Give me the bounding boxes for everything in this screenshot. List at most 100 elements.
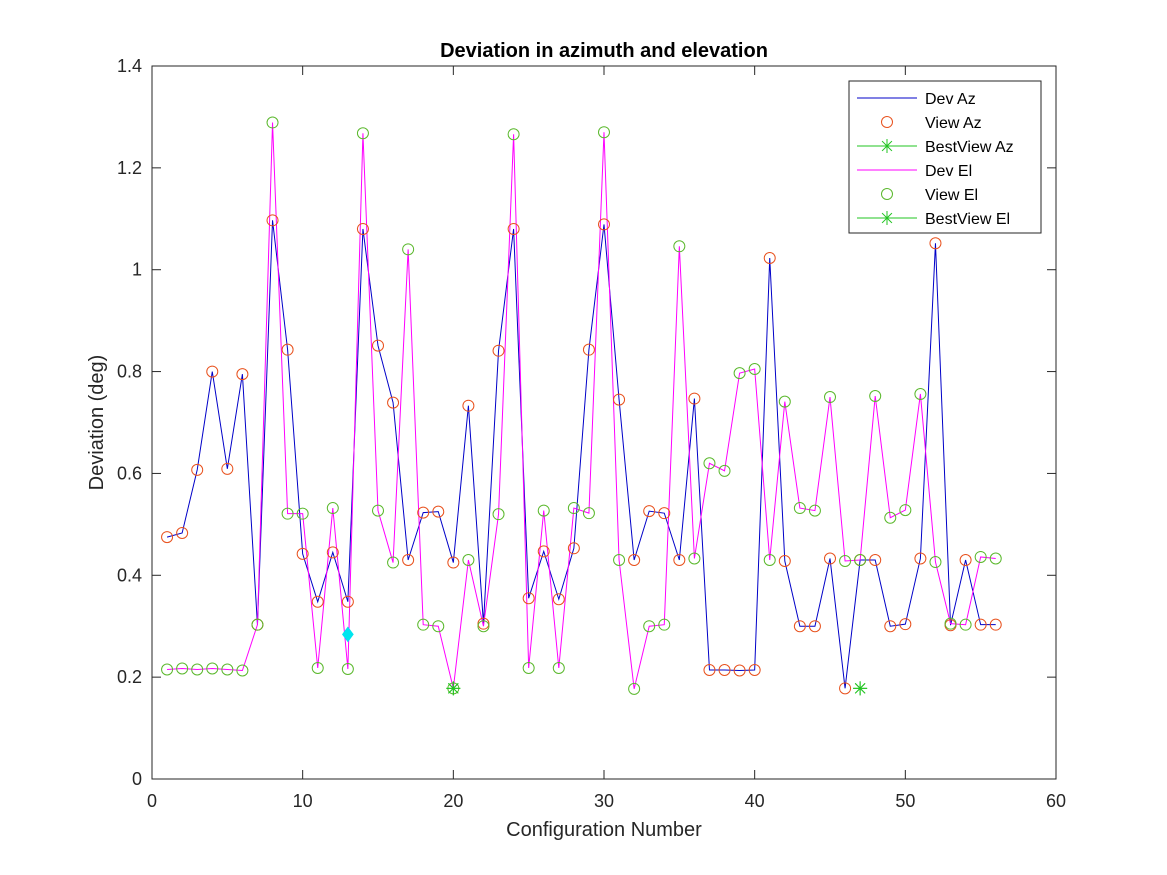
data-point [688,552,701,565]
y-tick-label: 1 [132,260,142,280]
data-point [989,552,1002,565]
data-point [477,620,490,633]
data-point [989,618,1002,631]
legend-label: View El [925,187,978,204]
series-line [167,122,996,689]
data-point [341,595,354,608]
data-point [251,618,264,631]
data-point [176,527,189,540]
data-point [824,391,836,404]
series-dev-el [167,122,996,689]
legend-swatch-circle [881,116,893,128]
data-point [884,511,897,524]
data-point [537,504,550,517]
legend-swatch-asterisk [880,211,894,225]
data-point [899,504,912,517]
series-view-az [161,214,1002,695]
data-point [161,663,174,676]
data-point [281,343,294,356]
data-point [733,664,746,677]
data-point [356,222,369,235]
data-point [613,554,626,567]
data-point [884,620,897,633]
data-point [372,339,384,352]
data-point [808,504,821,517]
legend-label: BestView Az [925,139,1014,156]
data-point [808,620,821,633]
data-point [507,128,520,141]
best-view-marker [446,681,461,696]
data-point [598,126,610,139]
x-tick-label: 10 [293,791,313,811]
data-point [778,395,791,408]
data-point [567,542,580,555]
x-tick-label: 40 [745,791,765,811]
asterisk-stroke [881,212,893,224]
y-axis-label: Deviation (deg) [86,355,108,491]
legend: Dev Az View Az BestView Az Dev El View El Bes… [848,80,1042,234]
data-point [326,546,339,559]
y-tick-label: 1.2 [117,158,142,178]
data-point [793,502,806,515]
data-point [477,617,490,630]
data-point [854,554,867,567]
data-point [718,464,731,477]
x-axis-label: Configuration Number [506,819,702,841]
data-point [311,595,324,608]
data-point [748,363,761,376]
data-point [929,556,942,569]
data-point [522,661,535,674]
data-point [598,218,610,231]
series-bestview-el [446,681,868,696]
data-point [673,554,686,567]
data-point [492,344,505,357]
data-point [869,390,882,403]
data-point [341,662,354,675]
y-tick-label: 0.8 [117,362,142,382]
data-point [522,592,535,605]
data-point [447,556,460,569]
data-point [402,243,415,256]
data-point [763,554,776,567]
legend-item: BestView El [857,211,1010,228]
data-point [462,399,475,412]
asterisk-stroke [881,140,893,152]
data-point [221,462,234,475]
legend-item: View El [881,187,978,204]
series-line [166,220,996,689]
data-point [236,664,249,677]
data-point [206,662,219,675]
data-point [266,116,279,129]
data-point [658,507,671,520]
legend-label: BestView El [925,211,1010,228]
data-point [402,554,415,567]
best-view-marker [853,681,868,696]
data-point [703,664,716,677]
x-tick-label: 0 [147,791,157,811]
data-point [628,554,641,567]
data-point [824,552,836,565]
legend-item: View Az [881,115,982,132]
data-point [914,552,927,565]
data-point [839,555,852,568]
data-point [793,620,806,633]
data-point [387,396,400,409]
data-point [643,620,656,633]
asterisk-stroke [448,683,459,694]
series-view-el [161,116,1002,695]
data-point [959,554,972,567]
legend-label: View Az [925,115,982,132]
data-point [356,127,369,140]
data-point [432,620,445,633]
data-point [296,547,309,560]
data-point [582,343,595,356]
data-point [929,237,942,250]
data-point [537,545,550,558]
data-point [839,682,852,695]
y-tick-label: 0.6 [117,463,142,483]
data-point [552,661,565,674]
legend-swatch-circle [881,188,893,200]
data-point [191,463,204,476]
data-point [296,507,309,520]
series-dev-az [166,220,996,689]
